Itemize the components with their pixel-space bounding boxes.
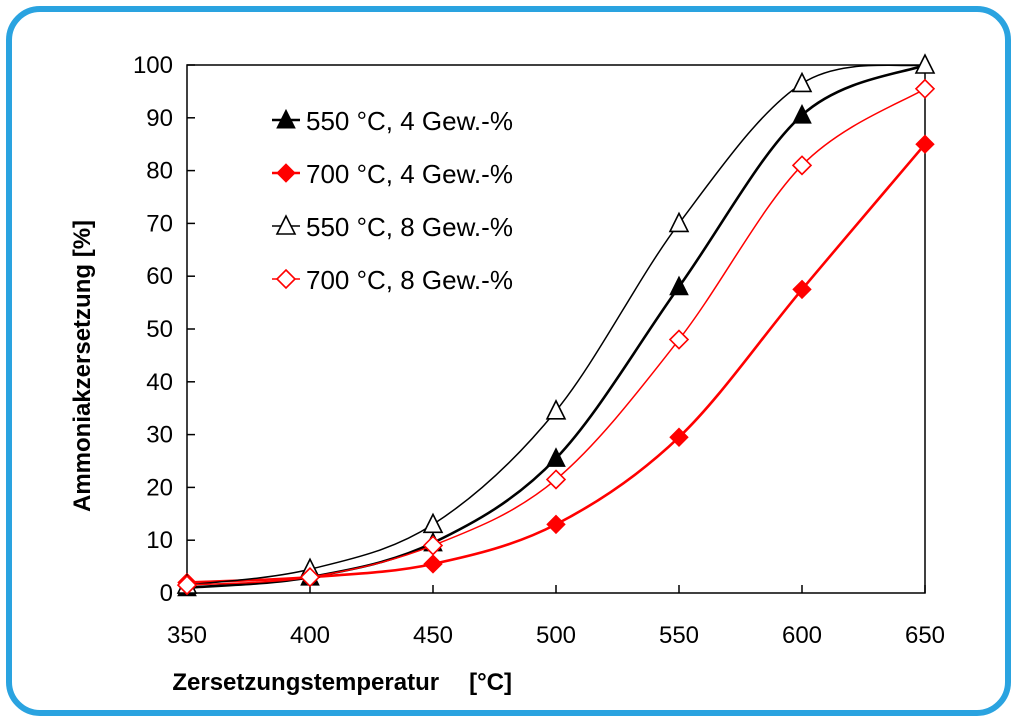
- y-tick-label: 20: [146, 474, 173, 501]
- data-point: [422, 512, 444, 534]
- plot-area: [186, 64, 926, 594]
- x-tick-label: 400: [290, 622, 330, 649]
- x-tick-label: 500: [536, 622, 576, 649]
- legend-item: 550 °C, 8 Gew.-%: [272, 212, 513, 242]
- y-tick-label: 70: [146, 210, 173, 237]
- legend-label: 700 °C, 4 Gew.-%: [306, 159, 513, 189]
- series-layer: [176, 53, 936, 597]
- y-tick-label: 60: [146, 263, 173, 290]
- data-point: [422, 535, 444, 556]
- y-tick-label: 0: [160, 580, 173, 607]
- data-point: [545, 469, 567, 490]
- legend: 550 °C, 4 Gew.-% 700 °C, 4 Gew.-% 550 °C, …: [272, 106, 513, 295]
- x-axis-unit: [°C]: [469, 669, 512, 696]
- data-point: [914, 78, 936, 99]
- legend-label: 550 °C, 8 Gew.-%: [306, 212, 513, 242]
- y-axis-title: Ammoniakzersetzung [%]: [69, 220, 96, 512]
- legend-item: 550 °C, 4 Gew.-%: [272, 106, 513, 136]
- data-point: [915, 134, 935, 154]
- data-point: [423, 554, 443, 574]
- data-point: [545, 399, 567, 420]
- y-tick-label: 10: [146, 527, 173, 554]
- legend-marker: [276, 108, 296, 129]
- legend-marker: [276, 163, 296, 183]
- data-point: [669, 275, 689, 296]
- legend-label: 700 °C, 8 Gew.-%: [306, 265, 513, 295]
- data-point: [668, 211, 690, 233]
- x-tick-label: 350: [167, 622, 207, 649]
- y-tick-label: 40: [146, 369, 173, 396]
- y-tick-label: 90: [146, 105, 173, 132]
- data-point: [546, 514, 566, 535]
- x-tick-label: 600: [782, 622, 822, 649]
- x-tick-label: 550: [659, 622, 699, 649]
- data-point: [546, 447, 566, 467]
- legend-label: 550 °C, 4 Gew.-%: [306, 106, 513, 136]
- x-axis-title: Zersetzungstemperatur [°C]: [172, 669, 512, 696]
- series-4: [176, 78, 936, 596]
- x-axis-label: Zersetzungstemperatur: [172, 669, 439, 696]
- data-point: [669, 427, 689, 447]
- y-tick-label: 80: [146, 158, 173, 185]
- data-point: [176, 574, 198, 596]
- x-tick-label: 650: [905, 622, 945, 649]
- data-point: [914, 53, 936, 74]
- data-point: [792, 104, 812, 124]
- data-point: [791, 155, 813, 176]
- legend-marker: [275, 268, 297, 290]
- x-tick-label: 450: [413, 622, 453, 649]
- y-tick-label: 100: [133, 52, 173, 79]
- legend-item: 700 °C, 4 Gew.-%: [272, 159, 513, 189]
- axes: 0 10 20 30 40 50 60 70 80 90 100 350 400 450 500 550 600…: [133, 52, 945, 649]
- y-tick-label: 50: [146, 316, 173, 343]
- y-tick-label: 30: [146, 422, 173, 449]
- legend-item: 700 °C, 8 Gew.-%: [272, 265, 513, 295]
- data-point: [791, 71, 813, 93]
- data-point: [792, 279, 812, 300]
- legend-marker: [275, 214, 297, 235]
- data-point: [299, 567, 321, 588]
- data-point: [668, 329, 690, 350]
